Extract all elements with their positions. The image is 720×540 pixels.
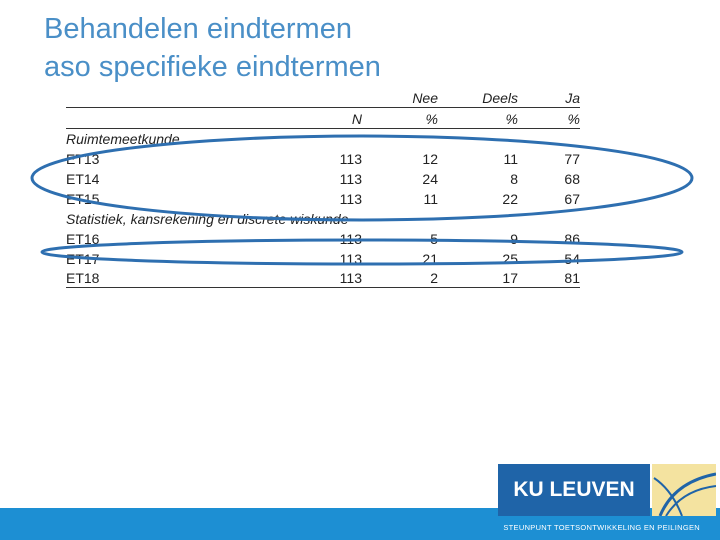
header-ja: Ja: [565, 90, 580, 106]
section-ruimtemeetkunde: Ruimtemeetkunde: [66, 131, 180, 147]
row-deels: 11: [503, 151, 518, 167]
title-line-1: Behandelen eindtermen: [44, 13, 352, 45]
results-table: N Nee % Deels % Ja % Ruimtemeetkunde Sta…: [66, 90, 580, 288]
header-n: N: [351, 111, 362, 127]
row-ja: 68: [564, 171, 580, 187]
logo-text: KU LEUVEN: [513, 478, 635, 501]
highlight-ellipse-ruimtemeetkunde: [30, 134, 694, 222]
row-nee: 11: [423, 191, 438, 207]
row-label: ET14: [66, 171, 100, 187]
highlight-ellipse-et17: [40, 238, 684, 266]
row-n: 113: [339, 191, 362, 207]
row-deels: 9: [510, 231, 518, 247]
row-label: ET16: [66, 231, 100, 247]
row-n: 113: [339, 171, 362, 187]
footer-subtitle: STEUNPUNT TOETSONTWIKKELING EN PEILINGEN: [503, 523, 700, 532]
table-top-rule: [66, 107, 580, 108]
section-statistiek: Statistiek, kansrekening en discrete wis…: [66, 211, 349, 227]
row-ja: 81: [564, 270, 580, 286]
logo-emblem-icon: [652, 464, 717, 517]
row-ja: 54: [564, 251, 580, 267]
row-ja: 77: [564, 151, 580, 167]
slide-title: Behandelen eindtermen aso specifieke ein…: [44, 10, 381, 86]
row-deels: 17: [502, 270, 518, 286]
row-nee: 24: [422, 171, 438, 187]
row-n: 113: [339, 270, 362, 286]
header-ja-unit: %: [567, 111, 580, 127]
header-nee: Nee: [412, 90, 438, 106]
table-header-rule: [66, 128, 580, 129]
row-n: 113: [339, 151, 362, 167]
row-ja: 67: [564, 191, 580, 207]
row-deels: 22: [502, 191, 518, 207]
header-deels-unit: %: [505, 111, 518, 127]
title-line-2: aso specifieke eindtermen: [44, 51, 381, 83]
header-nee-unit: %: [425, 111, 438, 127]
row-label: ET18: [66, 270, 100, 286]
row-nee: 12: [422, 151, 438, 167]
row-deels: 8: [510, 171, 518, 187]
row-nee: 2: [430, 270, 438, 286]
table-bottom-rule: [66, 287, 580, 288]
ku-leuven-logo: KU LEUVEN: [498, 464, 650, 516]
header-deels: Deels: [482, 90, 518, 106]
